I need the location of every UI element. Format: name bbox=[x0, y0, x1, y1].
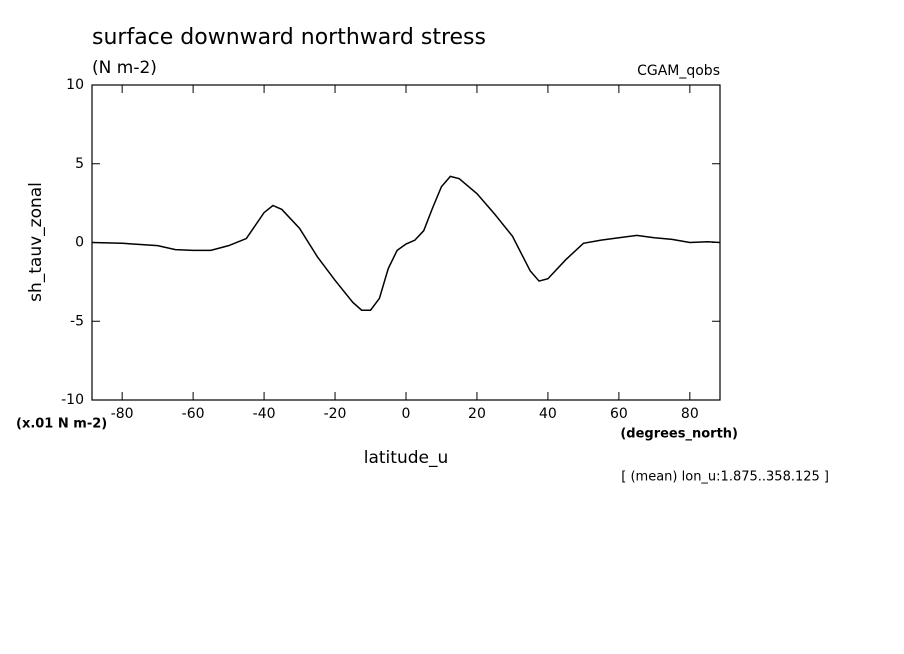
x-units: (degrees_north) bbox=[620, 427, 738, 442]
chart-subtitle: (N m-2) bbox=[92, 58, 157, 78]
x-tick-label: 60 bbox=[610, 406, 628, 422]
data-line bbox=[91, 175, 721, 311]
y-tick-label: -5 bbox=[70, 313, 84, 329]
x-tick-label: -60 bbox=[182, 406, 205, 422]
annotation: [ (mean) lon_u:1.875..358.125 ] bbox=[621, 470, 829, 485]
y-tick-label: -10 bbox=[61, 392, 84, 408]
x-axis-title: latitude_u bbox=[364, 448, 449, 468]
x-tick-label: -80 bbox=[111, 406, 134, 422]
y-units: (x.01 N m-2) bbox=[16, 417, 107, 432]
x-tick-label: -20 bbox=[324, 406, 347, 422]
x-tick-label: -40 bbox=[253, 406, 276, 422]
y-tick-label: 5 bbox=[75, 156, 84, 172]
y-tick-label: 0 bbox=[75, 235, 84, 251]
chart-title: surface downward northward stress bbox=[92, 25, 486, 50]
y-axis-title: sh_tauv_zonal bbox=[26, 182, 46, 302]
x-tick-label: 80 bbox=[681, 406, 699, 422]
dataset-label: CGAM_qobs bbox=[637, 63, 720, 79]
x-tick-label: 40 bbox=[539, 406, 557, 422]
y-tick-label: 10 bbox=[66, 77, 84, 93]
plot-frame bbox=[91, 84, 721, 401]
x-tick-label: 20 bbox=[468, 406, 486, 422]
x-tick-label: 0 bbox=[402, 406, 411, 422]
